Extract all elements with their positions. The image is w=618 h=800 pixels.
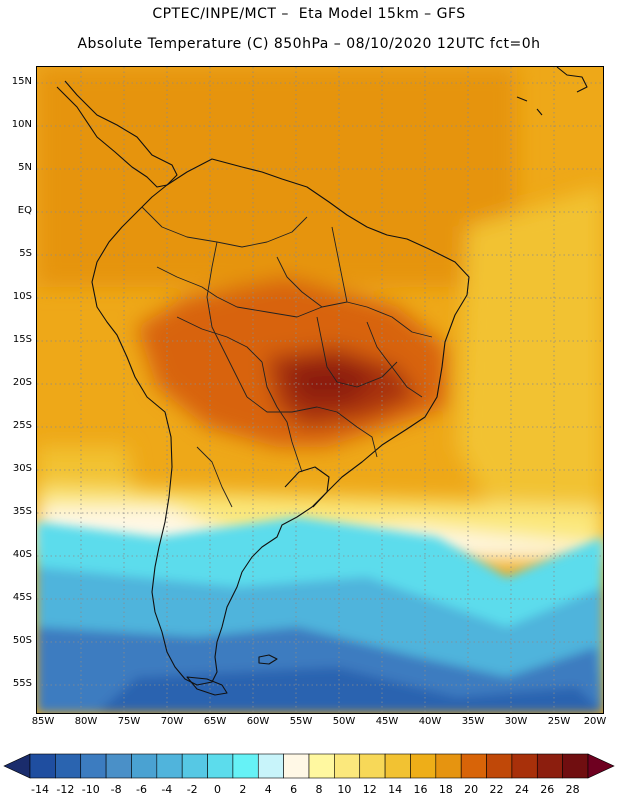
- lon-label: 20W: [583, 716, 607, 727]
- lat-label: 10N: [11, 119, 32, 130]
- colorbar-swatch: [156, 753, 183, 779]
- field-core: [287, 362, 377, 402]
- lon-label: 55W: [289, 716, 313, 727]
- lon-label: 80W: [74, 716, 98, 727]
- tierra-del-fuego: [186, 676, 228, 696]
- colorbar-over-arrow: [587, 753, 615, 779]
- colorbar-swatch: [105, 753, 132, 779]
- map-frame: [36, 66, 604, 714]
- colorbar-swatch: [511, 753, 538, 779]
- colorbar-tick-label: 20: [464, 783, 479, 796]
- colorbar-tick-label: -14: [31, 783, 49, 796]
- colorbar-swatch: [181, 753, 208, 779]
- colorbar-tick-label: 14: [388, 783, 403, 796]
- colorbar-swatch: [460, 753, 487, 779]
- lon-label: 75W: [117, 716, 141, 727]
- colorbar-tick-label: 28: [565, 783, 580, 796]
- colorbar-tick-label: 8: [315, 783, 323, 796]
- colorbar-tick-label: 16: [413, 783, 428, 796]
- lat-label: 30S: [12, 463, 32, 474]
- colorbar: [3, 753, 615, 779]
- lat-label: EQ: [17, 205, 32, 216]
- colorbar-tick-label: 0: [214, 783, 222, 796]
- colorbar-swatch: [410, 753, 437, 779]
- colorbar-tick-label: 10: [337, 783, 352, 796]
- colorbar-tick-label: -8: [110, 783, 122, 796]
- lat-label: 20S: [12, 377, 32, 388]
- country-borders: [141, 206, 433, 508]
- south-america-coast: [91, 158, 470, 686]
- colorbar-tick-label: 26: [540, 783, 555, 796]
- colorbar-tick-label: 12: [362, 783, 377, 796]
- colorbar-tick-label: 22: [489, 783, 504, 796]
- coastlines: [56, 67, 588, 696]
- colorbar-swatch: [536, 753, 563, 779]
- colorbar-tick-label: 24: [514, 783, 529, 796]
- colorbar-swatch: [257, 753, 284, 779]
- lon-label: 70W: [160, 716, 184, 727]
- central-america-coast: [56, 80, 178, 188]
- colorbar-swatch: [359, 753, 386, 779]
- lat-label: 55S: [12, 678, 32, 689]
- lon-label: 45W: [375, 716, 399, 727]
- colorbar-under-arrow: [3, 753, 31, 779]
- caribbean-islands: [516, 67, 588, 116]
- lat-label: 45S: [12, 592, 32, 603]
- title-line-1: CPTEC/INPE/MCT – Eta Model 15km – GFS: [152, 6, 466, 22]
- colorbar-swatch: [207, 753, 234, 779]
- lon-label: 50W: [332, 716, 356, 727]
- la-plata-outline: [284, 466, 330, 508]
- lat-label: 50S: [12, 635, 32, 646]
- colorbar-swatch: [486, 753, 513, 779]
- falkland-islands: [258, 654, 278, 665]
- colorbar-tick-label: 2: [239, 783, 247, 796]
- colorbar-swatch: [384, 753, 411, 779]
- lat-label: 5S: [19, 248, 32, 259]
- lat-label: 40S: [12, 549, 32, 560]
- lat-label: 25S: [12, 420, 32, 431]
- lon-label: 60W: [246, 716, 270, 727]
- colorbar-swatch: [232, 753, 259, 779]
- lat-label: 15S: [12, 334, 32, 345]
- lon-label: 85W: [31, 716, 55, 727]
- colorbar-swatch: [55, 753, 82, 779]
- field-east-yellow: [457, 187, 603, 537]
- colorbar-tick-label: -12: [56, 783, 75, 796]
- lat-label: 15N: [11, 76, 32, 87]
- colorbar-swatch: [562, 753, 589, 779]
- colorbar-tick-label: 6: [290, 783, 298, 796]
- lat-label: 10S: [12, 291, 32, 302]
- colorbar-swatch: [308, 753, 335, 779]
- colorbar-tick-label: 4: [264, 783, 272, 796]
- lat-label: 35S: [12, 506, 32, 517]
- lon-label: 30W: [504, 716, 528, 727]
- colorbar-swatch: [29, 753, 56, 779]
- lon-label: 35W: [461, 716, 485, 727]
- colorbar-tick-label: 18: [438, 783, 453, 796]
- colorbar-swatch: [283, 753, 310, 779]
- lon-label: 25W: [547, 716, 571, 727]
- colorbar-tick-label: -6: [135, 783, 147, 796]
- title-line-2: Absolute Temperature (C) 850hPa – 08/10/…: [77, 36, 541, 52]
- field-coldest: [97, 667, 603, 713]
- colorbar-tick-label: -10: [81, 783, 100, 796]
- colorbar-swatch: [131, 753, 158, 779]
- lat-label: 5N: [18, 162, 32, 173]
- colorbar-swatch: [334, 753, 361, 779]
- colorbar-swatch: [80, 753, 107, 779]
- lon-label: 65W: [203, 716, 227, 727]
- lon-label: 40W: [418, 716, 442, 727]
- temperature-map: [37, 67, 603, 713]
- colorbar-swatch: [435, 753, 462, 779]
- colorbar-tick-label: -4: [161, 783, 173, 796]
- colorbar-tick-label: -2: [186, 783, 198, 796]
